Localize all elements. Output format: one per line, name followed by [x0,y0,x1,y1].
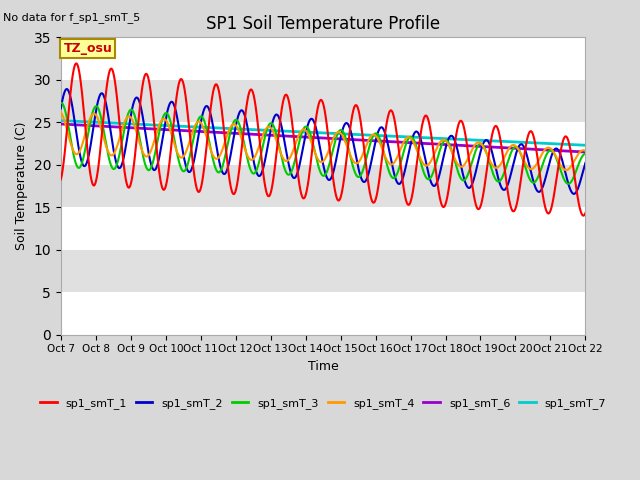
Y-axis label: Soil Temperature (C): Soil Temperature (C) [15,122,28,250]
Text: No data for f_sp1_smT_5: No data for f_sp1_smT_5 [3,12,140,23]
X-axis label: Time: Time [308,360,339,373]
Bar [61,165,586,207]
Bar [61,292,586,335]
Legend: sp1_smT_1, sp1_smT_2, sp1_smT_3, sp1_smT_4, sp1_smT_6, sp1_smT_7: sp1_smT_1, sp1_smT_2, sp1_smT_3, sp1_smT… [35,394,611,414]
Bar [61,80,586,122]
Bar [61,122,586,165]
Text: TZ_osu: TZ_osu [63,42,112,55]
Bar [61,250,586,292]
Bar [61,207,586,250]
Title: SP1 Soil Temperature Profile: SP1 Soil Temperature Profile [206,15,440,33]
Bar [61,37,586,80]
